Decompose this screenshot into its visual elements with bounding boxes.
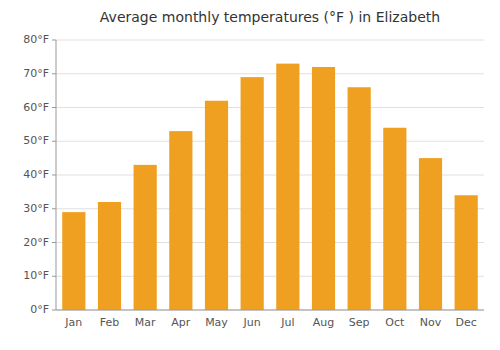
y-axis: 0°F 10°F 20°F 30°F 40°F 50°F 60°F 70°F 80°F (23, 33, 56, 316)
bar (383, 128, 406, 310)
bar (276, 64, 299, 310)
tick-label: 80°F (23, 33, 49, 46)
grid-line (56, 73, 484, 74)
tick-label: 10°F (23, 269, 49, 282)
tick-label: Apr (171, 316, 191, 329)
tick-label: Sep (349, 316, 370, 329)
tick-label: 0°F (30, 303, 49, 316)
bar (62, 212, 85, 310)
tick-mark (52, 40, 56, 41)
bar (98, 202, 121, 310)
bar (348, 87, 371, 310)
tick-label: Jun (243, 316, 261, 329)
tick-label: 40°F (23, 168, 49, 181)
bar (241, 77, 264, 310)
tick-label: Dec (456, 316, 477, 329)
tick-mark (52, 141, 56, 142)
tick-label: 60°F (23, 101, 49, 114)
grid-line (56, 107, 484, 108)
tick-label: Feb (100, 316, 119, 329)
tick-label: 30°F (23, 202, 49, 215)
tick-label: Mar (135, 316, 156, 329)
tick-label: Nov (420, 316, 442, 329)
y-axis-line (56, 40, 57, 310)
grid-line (56, 141, 484, 142)
bar (134, 165, 157, 310)
bar (419, 158, 442, 310)
tick-mark (52, 276, 56, 277)
tick-label: 20°F (23, 236, 49, 249)
tick-label: Oct (385, 316, 405, 329)
x-axis-line (56, 310, 484, 311)
tick-label: May (205, 316, 228, 329)
bar (455, 195, 478, 310)
grid-line (56, 40, 484, 41)
tick-mark (52, 175, 56, 176)
bar (205, 101, 228, 310)
tick-mark (52, 208, 56, 209)
bar (312, 67, 335, 310)
tick-mark (52, 107, 56, 108)
tick-label: Jan (64, 316, 82, 329)
tick-label: 50°F (23, 134, 49, 147)
tick-mark (52, 242, 56, 243)
tick-label: 70°F (23, 67, 49, 80)
title: Average monthly temperatures (°F ) in El… (100, 9, 440, 25)
tick-mark (52, 310, 56, 311)
tick-label: Jul (280, 316, 294, 329)
bars (62, 64, 478, 310)
grid-line (56, 310, 484, 311)
x-axis: Jan Feb Mar Apr May Jun Jul Aug Sep Oct Nov Dec (64, 316, 476, 329)
tick-mark (52, 73, 56, 74)
grid (56, 40, 484, 310)
tick-label: Aug (313, 316, 334, 329)
chart: 0°F 10°F 20°F 30°F 40°F 50°F 60°F 70°F 80°F Jan Fe… (0, 0, 500, 350)
bar (169, 131, 192, 310)
